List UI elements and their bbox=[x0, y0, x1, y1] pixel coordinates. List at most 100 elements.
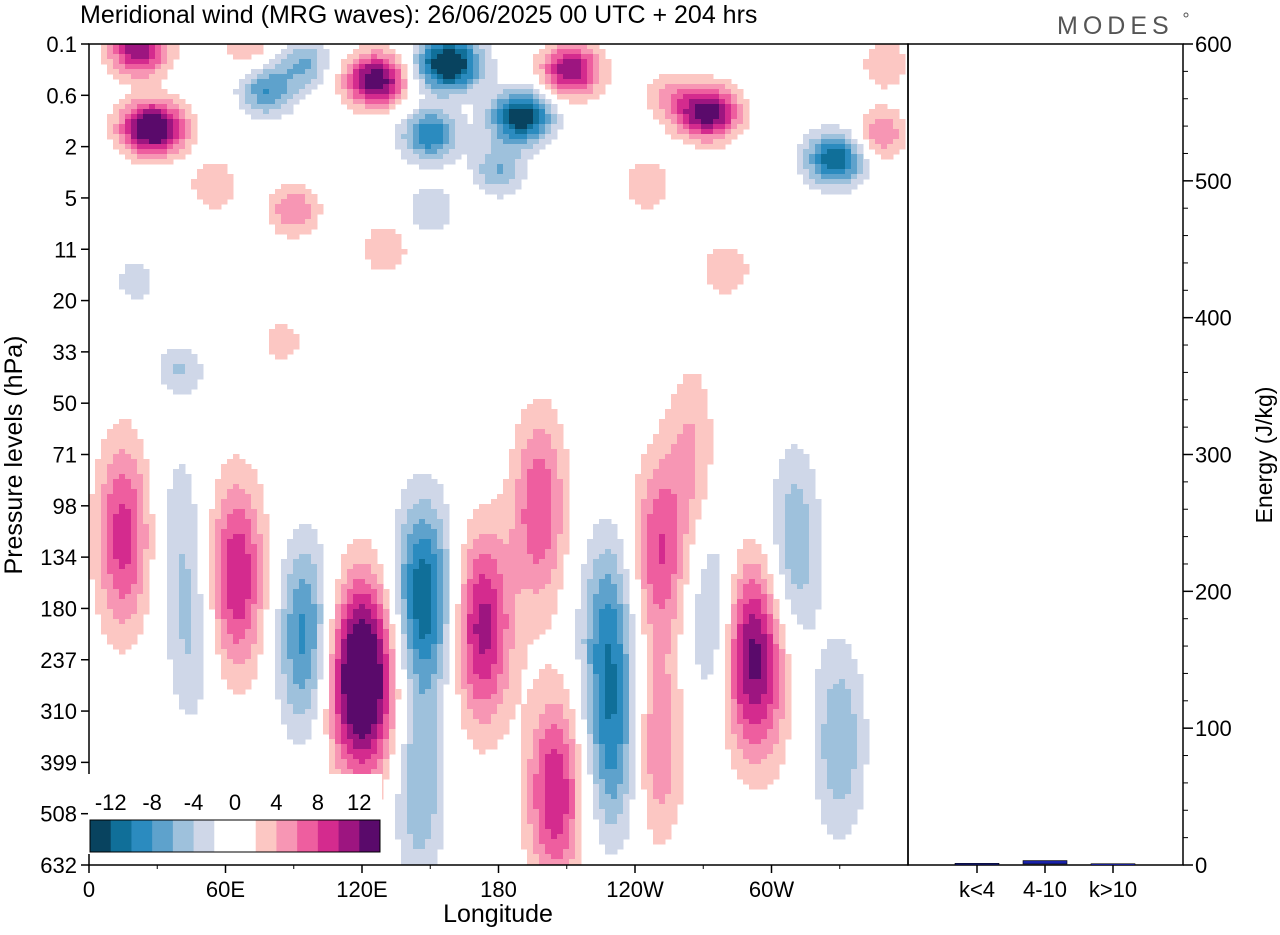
heatmap-cell bbox=[857, 144, 864, 150]
heatmap-cell bbox=[371, 254, 378, 260]
heatmap-cell bbox=[413, 584, 420, 590]
heatmap-cell bbox=[113, 504, 120, 510]
heatmap-cell bbox=[215, 584, 222, 590]
heatmap-cell bbox=[185, 539, 192, 545]
heatmap-cell bbox=[425, 219, 432, 225]
heatmap-cell bbox=[245, 504, 252, 510]
heatmap-cell bbox=[509, 554, 516, 560]
heatmap-cell bbox=[257, 524, 264, 530]
heatmap-cell bbox=[599, 59, 606, 65]
heatmap-cell bbox=[695, 129, 702, 135]
heatmap-cell bbox=[227, 474, 234, 480]
heatmap-cell bbox=[521, 599, 528, 605]
heatmap-cell bbox=[101, 484, 108, 490]
heatmap-cell bbox=[653, 529, 660, 535]
heatmap-cell bbox=[497, 609, 504, 615]
heatmap-cell bbox=[167, 534, 174, 540]
heatmap-cell bbox=[215, 199, 222, 205]
heatmap-cell bbox=[353, 589, 360, 595]
heatmap-cell bbox=[569, 94, 576, 100]
heatmap-cell bbox=[605, 74, 612, 80]
heatmap-cell bbox=[773, 489, 780, 495]
heatmap-cell bbox=[125, 584, 132, 590]
heatmap-cell bbox=[701, 124, 708, 130]
heatmap-cell bbox=[785, 484, 792, 490]
heatmap-cell bbox=[395, 604, 402, 610]
heatmap-cell bbox=[395, 529, 402, 535]
heatmap-cell bbox=[353, 94, 360, 100]
heatmap-cell bbox=[281, 614, 288, 620]
heatmap-cell bbox=[587, 589, 594, 595]
heatmap-cell bbox=[155, 99, 162, 105]
heatmap-cell bbox=[539, 454, 546, 460]
heatmap-cell bbox=[479, 129, 486, 135]
heatmap-cell bbox=[719, 254, 726, 260]
heatmap-cell bbox=[821, 144, 828, 150]
heatmap-cell bbox=[653, 474, 660, 480]
heatmap-cell bbox=[233, 89, 240, 95]
heatmap-cell bbox=[521, 504, 528, 510]
heatmap-cell bbox=[389, 249, 396, 255]
heatmap-cell bbox=[683, 549, 690, 555]
heatmap-cell bbox=[95, 489, 102, 495]
heatmap-cell bbox=[677, 399, 684, 405]
heatmap-cell bbox=[191, 369, 198, 375]
heatmap-cell bbox=[557, 484, 564, 490]
heatmap-cell bbox=[107, 614, 114, 620]
heatmap-cell bbox=[671, 124, 678, 130]
heatmap-cell bbox=[125, 569, 132, 575]
heatmap-cell bbox=[161, 59, 168, 65]
heatmap-cell bbox=[371, 599, 378, 605]
heatmap-cell bbox=[515, 164, 522, 170]
heatmap-cell bbox=[731, 129, 738, 135]
heatmap-cell bbox=[785, 524, 792, 530]
heatmap-cell bbox=[707, 279, 714, 285]
heatmap-cell bbox=[593, 524, 600, 530]
heatmap-cell bbox=[215, 544, 222, 550]
heatmap-cell bbox=[701, 144, 708, 150]
heatmap-cell bbox=[533, 434, 540, 440]
heatmap-cell bbox=[395, 584, 402, 590]
heatmap-cell bbox=[137, 99, 144, 105]
heatmap-cell bbox=[299, 219, 306, 225]
heatmap-cell bbox=[275, 84, 282, 90]
heatmap-cell bbox=[431, 514, 438, 520]
heatmap-cell bbox=[419, 219, 426, 225]
heatmap-cell bbox=[287, 339, 294, 345]
heatmap-cell bbox=[413, 559, 420, 565]
heatmap-cell bbox=[401, 89, 408, 95]
heatmap-cell bbox=[359, 59, 366, 65]
heatmap-cell bbox=[503, 594, 510, 600]
heatmap-cell bbox=[461, 59, 468, 65]
heatmap-cell bbox=[653, 94, 660, 100]
heatmap-cell bbox=[173, 124, 180, 130]
heatmap-cell bbox=[395, 139, 402, 145]
heatmap-cell bbox=[509, 579, 516, 585]
heatmap-cell bbox=[221, 554, 228, 560]
heatmap-cell bbox=[839, 184, 846, 190]
heatmap-cell bbox=[119, 459, 126, 465]
heatmap-cell bbox=[689, 489, 696, 495]
heatmap-cell bbox=[653, 169, 660, 175]
heatmap-cell bbox=[497, 174, 504, 180]
heatmap-cell bbox=[443, 79, 450, 85]
heatmap-cell bbox=[425, 214, 432, 220]
heatmap-cell bbox=[815, 149, 822, 155]
heatmap-cell bbox=[569, 69, 576, 75]
heatmap-cell bbox=[803, 144, 810, 150]
heatmap-cell bbox=[131, 449, 138, 455]
heatmap-cell bbox=[503, 589, 510, 595]
heatmap-cell bbox=[251, 604, 258, 610]
heatmap-cell bbox=[713, 604, 720, 610]
heatmap-cell bbox=[377, 254, 384, 260]
heatmap-cell bbox=[89, 529, 96, 535]
heatmap-cell bbox=[605, 539, 612, 545]
heatmap-cell bbox=[485, 114, 492, 120]
heatmap-cell bbox=[743, 124, 750, 130]
heatmap-cell bbox=[119, 619, 126, 625]
heatmap-cell bbox=[563, 459, 570, 465]
heatmap-cell bbox=[149, 524, 156, 530]
heatmap-cell bbox=[875, 74, 882, 80]
heatmap-cell bbox=[413, 514, 420, 520]
heatmap-cell bbox=[425, 159, 432, 165]
